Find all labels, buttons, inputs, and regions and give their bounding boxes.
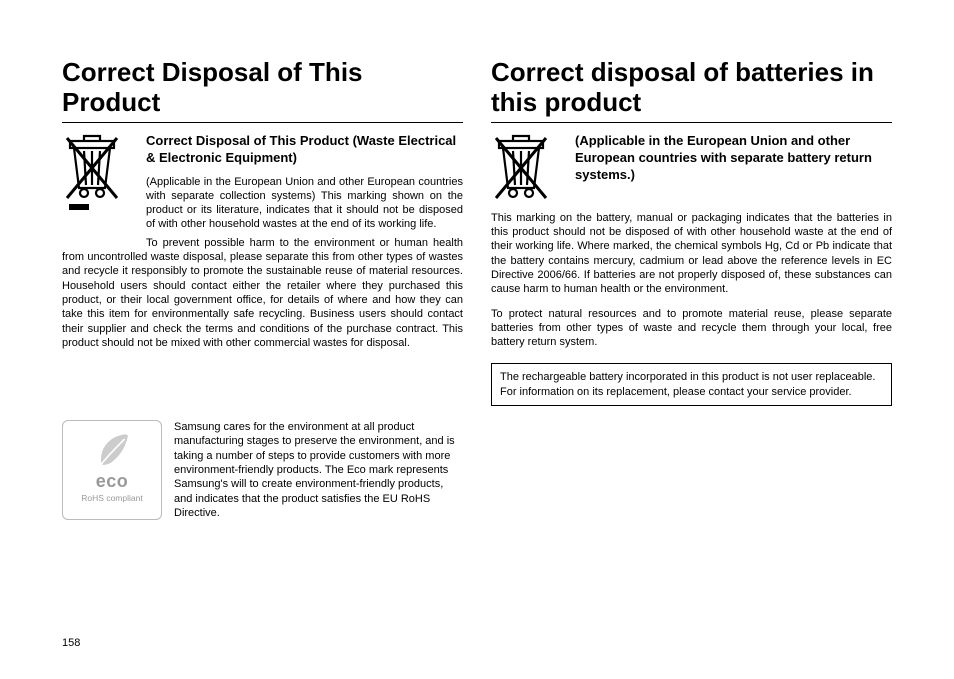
- right-column: Correct disposal of batteries in this pr…: [491, 58, 892, 649]
- wheelie-bin-crossed-icon: [491, 133, 551, 205]
- left-para1: (Applicable in the European Union and ot…: [146, 175, 463, 232]
- right-subheading: (Applicable in the European Union and ot…: [575, 133, 892, 197]
- left-para2: To prevent possible harm to the environm…: [62, 236, 463, 350]
- eco-text: Samsung cares for the environment at all…: [174, 420, 463, 520]
- left-column: Correct Disposal of This Product: [62, 58, 463, 649]
- eco-word: eco: [96, 471, 129, 492]
- left-subheading: Correct Disposal of This Product (Waste …: [146, 133, 463, 167]
- battery-note-box: The rechargeable battery incorporated in…: [491, 363, 892, 406]
- eco-sub: RoHS compliant: [81, 493, 142, 503]
- page-number: 158: [62, 637, 80, 649]
- eco-badge: eco RoHS compliant: [62, 420, 162, 520]
- right-para2: To protect natural resources and to prom…: [491, 307, 892, 350]
- left-heading: Correct Disposal of This Product: [62, 58, 463, 123]
- right-para1: This marking on the battery, manual or p…: [491, 211, 892, 297]
- right-heading: Correct disposal of batteries in this pr…: [491, 58, 892, 123]
- leaf-icon: [90, 429, 134, 471]
- wheelie-bin-crossed-icon: [62, 133, 122, 232]
